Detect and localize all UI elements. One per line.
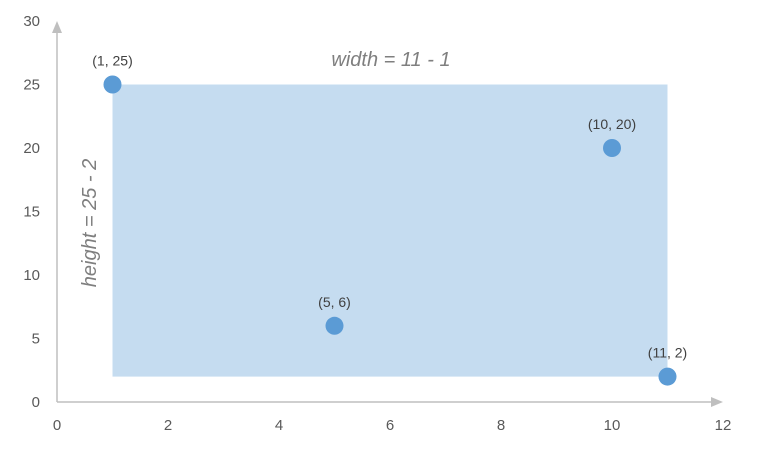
x-tick-label: 0	[53, 417, 61, 434]
x-tick-label: 8	[497, 417, 505, 434]
data-point	[603, 139, 621, 157]
x-tick-label: 6	[386, 417, 394, 434]
data-points	[103, 75, 677, 386]
x-tick-label: 12	[715, 417, 732, 434]
x-tick-label: 10	[604, 417, 621, 434]
data-point	[325, 316, 344, 335]
height-annotation: height = 25 - 2	[79, 159, 101, 287]
y-tick-label: 30	[23, 13, 40, 30]
point-labels: (1, 25) (10, 20) (5, 6) (11, 2)	[92, 53, 687, 361]
y-axis-arrow	[52, 21, 62, 33]
y-tick-label: 5	[32, 331, 40, 348]
data-point-label: (1, 25)	[92, 53, 132, 69]
y-tick-label: 20	[23, 140, 40, 157]
y-tick-label: 25	[23, 77, 40, 94]
x-axis-arrow	[711, 397, 723, 407]
data-point-label: (5, 6)	[318, 294, 351, 310]
y-tick-label: 0	[32, 394, 40, 411]
data-point	[103, 75, 122, 94]
y-tick-label: 10	[23, 267, 40, 284]
tick-labels: 0 2 4 6 8 10 12 0 5 10 15 20 25 30	[23, 13, 731, 434]
bounding-rectangle	[112, 84, 668, 377]
axes	[52, 21, 723, 407]
x-tick-label: 4	[275, 417, 283, 434]
width-annotation: width = 11 - 1	[331, 49, 450, 71]
data-point	[658, 367, 677, 386]
data-point-label: (10, 20)	[588, 116, 636, 132]
x-tick-label: 2	[164, 417, 172, 434]
data-point-label: (11, 2)	[648, 345, 687, 361]
y-tick-label: 15	[23, 204, 40, 221]
